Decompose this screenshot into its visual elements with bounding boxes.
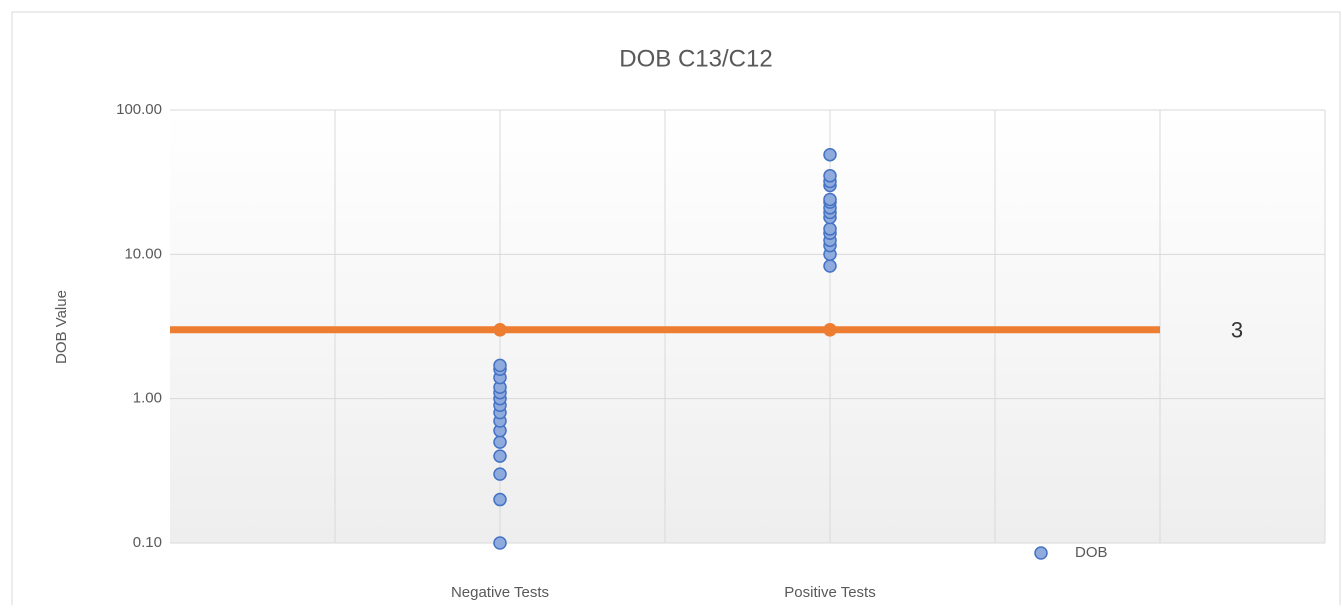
y-tick-label: 1.00: [133, 390, 162, 407]
data-point: [493, 435, 507, 449]
data-point: [493, 492, 507, 507]
chart-title: DOB C13/C12: [619, 45, 772, 72]
data-point: [493, 449, 507, 463]
data-point: [493, 536, 507, 550]
data-point: [823, 169, 837, 183]
x-tick-label: Negative Tests: [451, 584, 549, 601]
data-point: [493, 467, 507, 481]
data-point: [823, 259, 837, 273]
y-tick-label: 10.00: [124, 245, 162, 262]
data-point: [493, 358, 507, 373]
threshold-label: 3: [1231, 318, 1243, 343]
data-point: [823, 222, 837, 236]
x-tick-label: Positive Tests: [784, 584, 875, 601]
y-axis-label: DOB Value: [53, 290, 70, 364]
data-point: [493, 323, 507, 337]
y-tick-label: 0.10: [133, 534, 162, 551]
data-point: [823, 323, 837, 337]
data-point: [823, 192, 837, 207]
data-point: [823, 147, 837, 162]
legend-label: DOB: [1075, 544, 1108, 561]
y-tick-label: 100.00: [116, 101, 162, 118]
legend-marker: [1034, 546, 1048, 560]
